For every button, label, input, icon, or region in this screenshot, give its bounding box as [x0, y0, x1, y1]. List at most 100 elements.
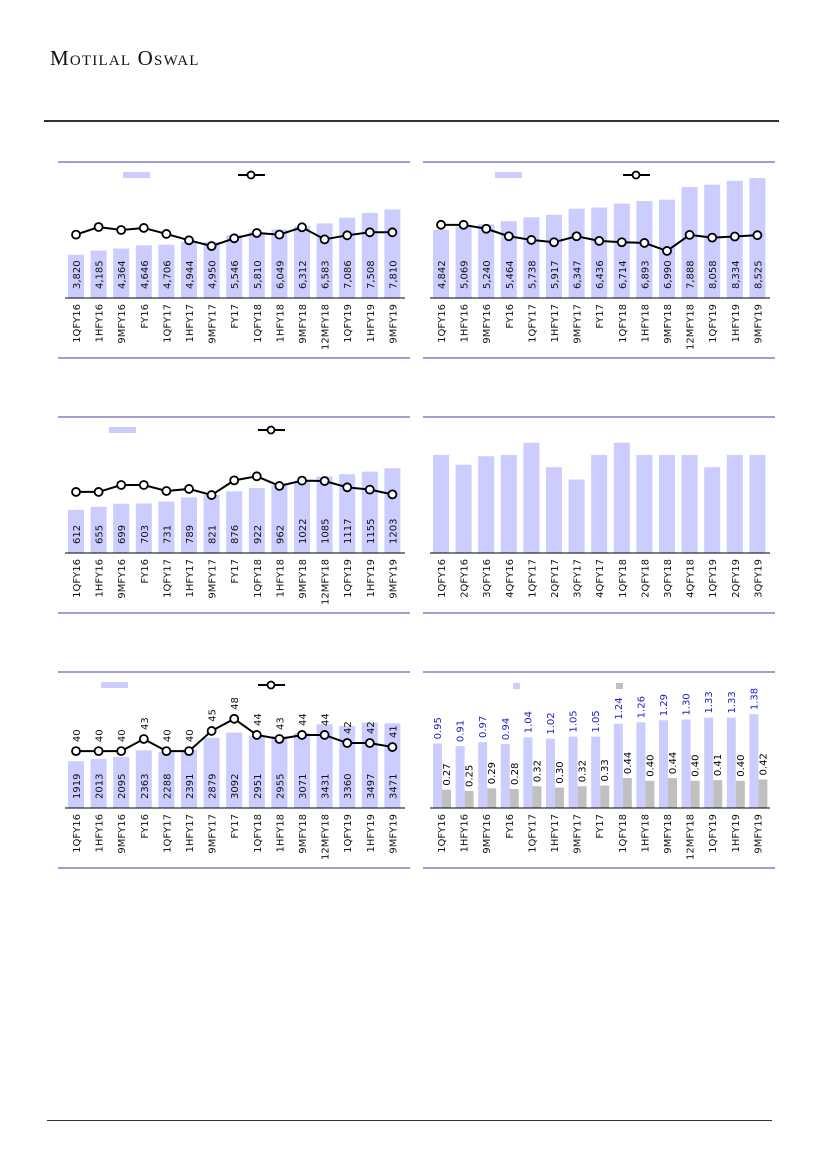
bar-value-label: 2955 [275, 774, 286, 799]
line-point [93, 487, 104, 497]
chart-3: 612 1QFY16 655 1HFY16 699 9MFY16 703 FY16 731 1QF… [58, 416, 410, 614]
line-point [436, 219, 446, 230]
bar-value-label: 612 [72, 525, 83, 544]
category-tick-label: 12MFY18 [321, 814, 332, 860]
line-value-label: 44 [298, 713, 309, 726]
bar-value-label: 5,464 [505, 260, 516, 289]
line-value-label: 42 [366, 721, 377, 734]
bar [478, 742, 488, 808]
bar [226, 235, 243, 298]
line-point [387, 489, 398, 500]
bar-value-label: 3071 [298, 774, 309, 799]
bar-value-label: 1.30 [682, 693, 693, 715]
category-tick-label: 9MFY16 [117, 304, 128, 344]
category-tick-label: 1HFY16 [95, 814, 106, 852]
bar [500, 454, 517, 553]
line-value-label: 40 [162, 729, 173, 742]
legend-line-marker [266, 425, 276, 435]
category-tick-label: 9MFY18 [298, 304, 309, 344]
line-value-label: 44 [321, 713, 332, 726]
category-tick-label: 9MFY19 [753, 814, 764, 854]
bar-value-label: 1.05 [591, 710, 602, 732]
category-tick-label: 9MFY16 [482, 304, 493, 344]
bar-secondary [487, 788, 497, 808]
bar [90, 250, 107, 298]
category-tick-label: FY17 [595, 814, 606, 839]
category-tick-label: 1QFY16 [72, 304, 83, 343]
category-tick-label: 3QFY18 [663, 559, 674, 598]
bar-value-label: 3360 [343, 774, 354, 799]
bar [181, 241, 197, 298]
category-tick-label: 4QFY17 [595, 559, 606, 598]
bar [500, 221, 517, 298]
bar-value-label: 1.38 [749, 688, 760, 710]
bar-value-label: 8,334 [731, 260, 742, 289]
legend-bar2-swatch [616, 683, 623, 689]
line-value-label: 40 [185, 729, 196, 742]
line-point [206, 726, 217, 736]
legend-bar-swatch [101, 682, 128, 688]
bar-value-label: 1.33 [727, 691, 738, 713]
line-point [274, 229, 285, 240]
category-tick-label: 1HFY19 [366, 814, 377, 852]
bar-value-label: 1203 [388, 519, 399, 544]
category-tick-label: FY17 [230, 559, 241, 584]
category-tick-label: 4QFY16 [505, 559, 516, 598]
category-tick-label: 1QFY18 [253, 559, 264, 598]
legend-line-marker [631, 170, 641, 180]
line-point [138, 223, 149, 233]
line-point [549, 237, 559, 248]
bar-value-label: 0.95 [433, 717, 444, 739]
bar-value-label: 5,810 [253, 260, 264, 289]
category-tick-label: 9MFY18 [298, 814, 309, 854]
bar [613, 442, 630, 553]
header-rule [44, 120, 779, 122]
line-point [364, 227, 375, 238]
bar-value-label: 3,820 [72, 260, 83, 289]
chart-5: 1919 1QFY16 2013 1HFY16 2095 9MFY16 2363 FY16 22… [58, 671, 410, 869]
bar-secondary [600, 785, 610, 808]
line-point [662, 246, 672, 256]
bar-value-label: 1022 [298, 519, 309, 544]
bar-value-label: 5,738 [527, 260, 538, 289]
bar-value-label: 3092 [230, 774, 241, 799]
category-tick-label: FY17 [230, 814, 241, 839]
bar [248, 736, 265, 808]
line-value-label: 40 [95, 729, 106, 742]
line-point [319, 234, 330, 245]
bar [681, 719, 691, 808]
line-point [116, 480, 127, 490]
category-tick-label: 1HFY19 [366, 304, 377, 342]
bar [749, 714, 759, 808]
category-tick-label: 1QFY19 [708, 814, 719, 853]
line-point [184, 746, 194, 756]
category-tick-label: 9MFY17 [208, 814, 219, 854]
bar [158, 244, 175, 298]
bar [271, 735, 288, 808]
category-tick-label: 1HFY19 [366, 559, 377, 597]
line-point [138, 734, 149, 744]
bar-value-label: 8,058 [708, 260, 719, 289]
line-point [206, 490, 217, 500]
bar-value-label: 1.02 [546, 712, 557, 734]
bar [546, 738, 555, 808]
bar-value-label: 922 [253, 525, 264, 544]
bar [294, 733, 310, 808]
bar-secondary [735, 780, 745, 808]
bar-value-label: 655 [95, 525, 106, 544]
bar2-value-label: 0.27 [442, 763, 453, 785]
category-tick-label: 1QFY18 [253, 814, 264, 853]
line-point [503, 231, 514, 242]
bar-value-label: 1155 [366, 519, 377, 544]
category-tick-label: 1HFY18 [275, 304, 286, 342]
category-tick-label: 1QFY16 [437, 814, 448, 853]
bar-value-label: 6,583 [321, 260, 332, 289]
bar2-value-label: 0.44 [623, 752, 634, 774]
line-point [251, 228, 262, 238]
bar-value-label: 962 [275, 525, 286, 544]
category-tick-label: 1HFY17 [185, 304, 196, 342]
bar [726, 717, 736, 808]
bar-value-label: 0.94 [501, 718, 512, 740]
bar [339, 474, 356, 553]
line-value-label: 43 [140, 717, 151, 730]
